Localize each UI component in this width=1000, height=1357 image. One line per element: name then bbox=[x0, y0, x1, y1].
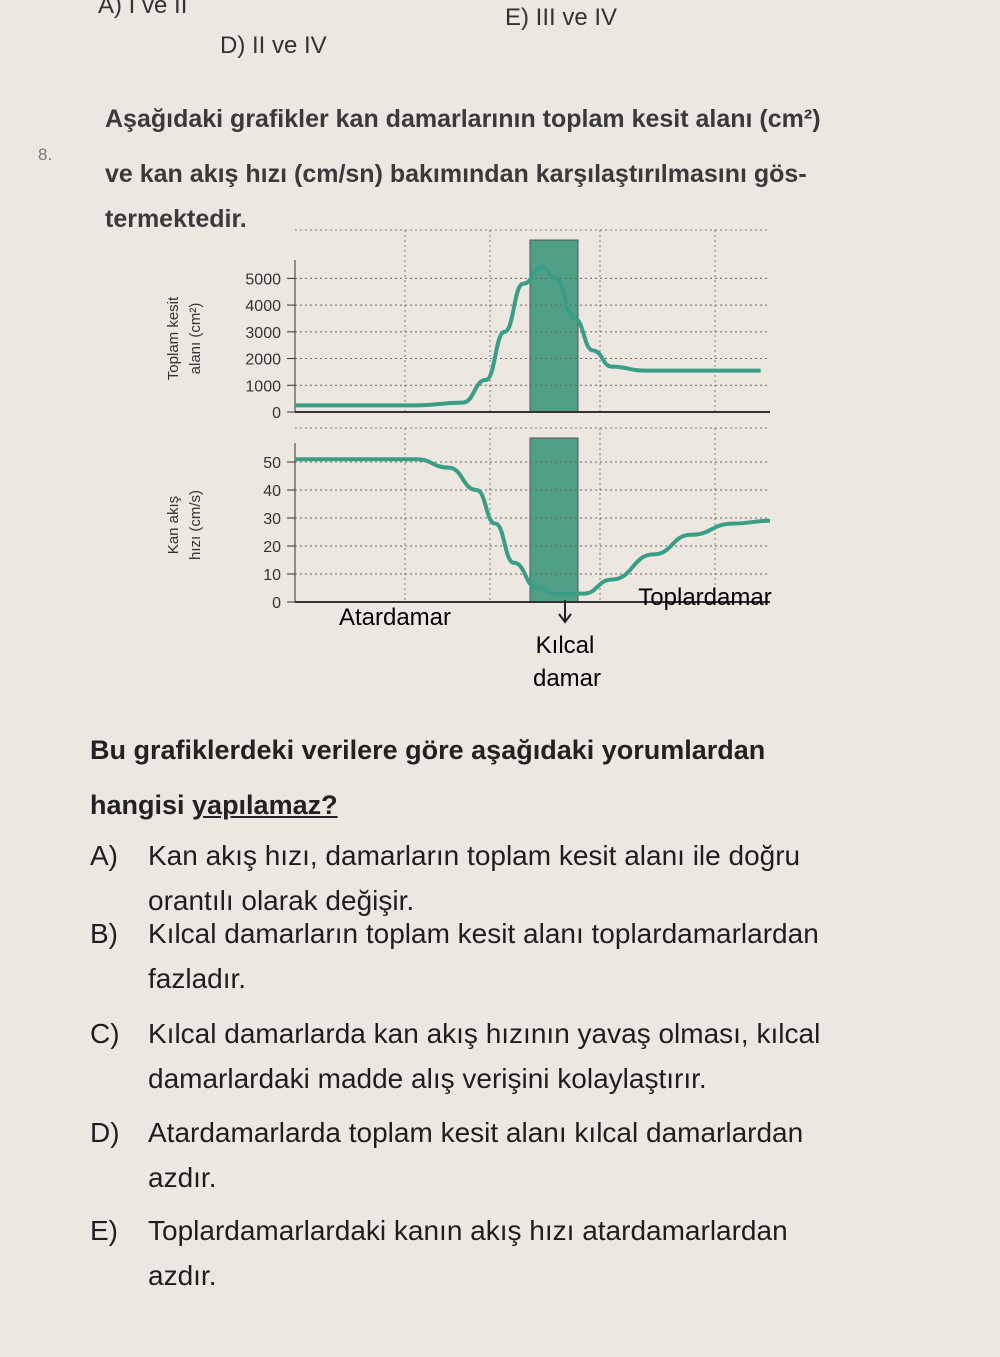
y-tick-label: 20 bbox=[263, 539, 281, 556]
x-label: damar bbox=[533, 665, 601, 692]
y-axis-label: Kan akış bbox=[165, 496, 182, 554]
option-text: azdır. bbox=[148, 1260, 217, 1291]
y-tick-label: 30 bbox=[263, 511, 281, 528]
y-tick-label: 50 bbox=[263, 455, 281, 472]
y-tick-label: 3000 bbox=[245, 325, 281, 342]
option-text: Toplardamarlardaki kanın akış hızı atard… bbox=[148, 1215, 788, 1246]
y-tick-label: 4000 bbox=[245, 298, 281, 315]
capillary-band bbox=[529, 437, 579, 603]
prev-option: A) I ve II bbox=[98, 0, 188, 19]
option-text: fazladır. bbox=[148, 963, 247, 994]
y-tick-label: 1000 bbox=[245, 378, 281, 395]
option-text: Atardamarlarda toplam kesit alanı kılcal… bbox=[148, 1117, 804, 1148]
y-tick-label: 0 bbox=[272, 595, 281, 612]
x-label: Toplardamar bbox=[638, 584, 771, 611]
x-label: Kılcal bbox=[536, 632, 595, 659]
option-text: azdır. bbox=[148, 1162, 217, 1193]
curve bbox=[294, 457, 771, 596]
option-letter: B) bbox=[90, 918, 118, 949]
option-text: Kılcal damarların toplam kesit alanı top… bbox=[148, 918, 819, 949]
intro-line: Aşağıdaki grafikler kan damarlarının top… bbox=[105, 105, 821, 133]
charts: 0 1000 2000 3000 4000 5000 Toplam kesit alanı (… bbox=[165, 229, 772, 692]
arrow bbox=[558, 600, 572, 624]
y-axis-label: Toplam kesit bbox=[165, 296, 182, 380]
curve bbox=[295, 265, 761, 408]
option-text: orantılı olarak değişir. bbox=[148, 885, 415, 916]
prev-option: D) II ve IV bbox=[220, 32, 327, 59]
option-letter: A) bbox=[90, 840, 118, 871]
y-tick-label: 0 bbox=[272, 405, 281, 422]
option-letter: D) bbox=[90, 1117, 120, 1148]
prompt: hangisi yapılamaz? bbox=[90, 790, 338, 821]
option-text: Kılcal damarlarda kan akış hızının yavaş… bbox=[148, 1018, 821, 1049]
y-tick-label: 5000 bbox=[245, 271, 281, 288]
prev-option: E) III ve IV bbox=[505, 4, 618, 31]
intro-line: termektedir. bbox=[105, 205, 247, 233]
option-letter: C) bbox=[90, 1018, 120, 1049]
y-axis-label: hızı (cm/s) bbox=[187, 490, 204, 560]
option-letter: E) bbox=[90, 1215, 118, 1246]
option-text: Kan akış hızı, damarların toplam kesit a… bbox=[148, 840, 801, 871]
x-label: Atardamar bbox=[339, 604, 451, 631]
question-number: 8. bbox=[38, 145, 53, 164]
prompt: Bu grafiklerdeki verilere göre aşağıdaki… bbox=[90, 735, 766, 765]
prompt-emphasis: yapılamaz? bbox=[192, 790, 338, 820]
intro-line: ve kan akış hızı (cm/sn) bakımından karş… bbox=[105, 160, 807, 188]
y-axis-label: alanı (cm²) bbox=[187, 303, 204, 375]
y-tick-label: 2000 bbox=[245, 352, 281, 369]
y-tick-label: 10 bbox=[263, 567, 281, 584]
prompt-text: hangisi bbox=[90, 790, 185, 820]
capillary-band bbox=[529, 239, 579, 413]
y-tick-label: 40 bbox=[263, 483, 281, 500]
option-text: damarlardaki madde alış verişini kolayla… bbox=[148, 1063, 707, 1094]
